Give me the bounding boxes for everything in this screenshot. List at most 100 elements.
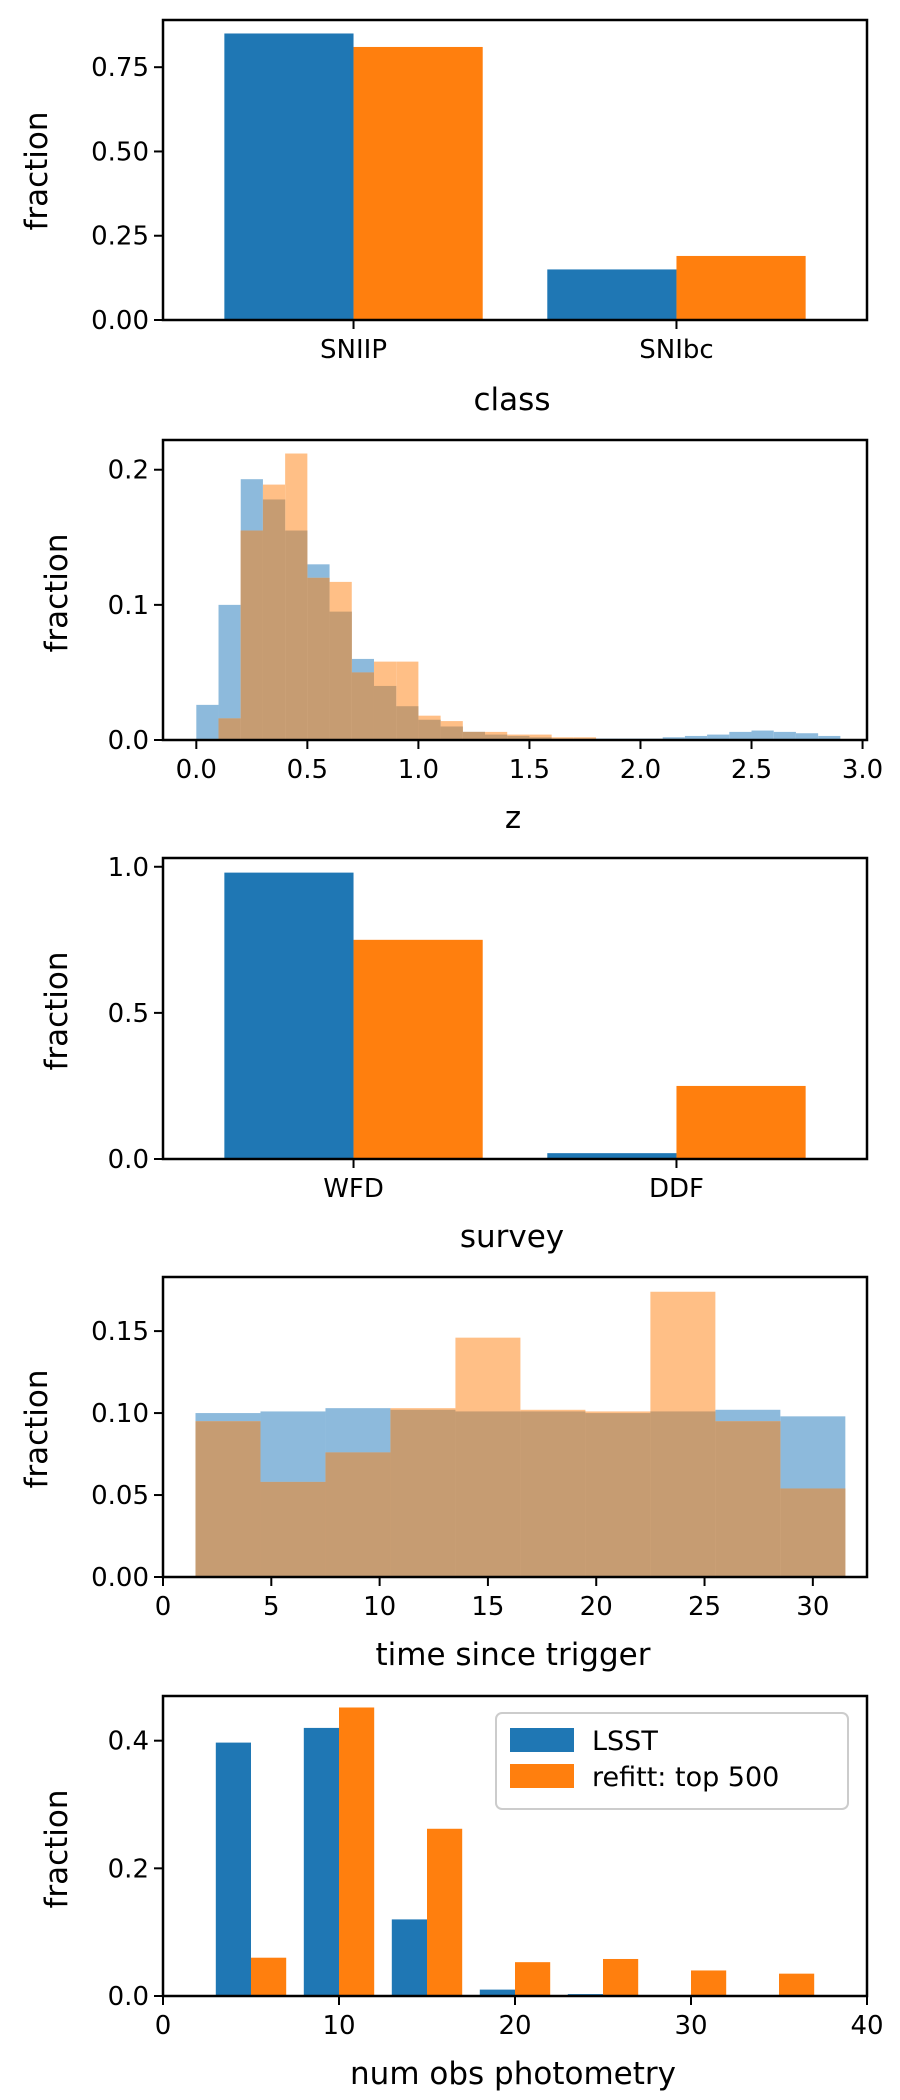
survey-ytick-label: 0.0 — [108, 1145, 149, 1175]
class-ytick-label: 0.25 — [91, 222, 149, 252]
z-bin-overlap — [485, 734, 508, 740]
z-xtick-label: 0.5 — [287, 755, 328, 785]
time-axes-frame — [161, 1275, 869, 1579]
class-ytick-label: 0.75 — [91, 53, 149, 83]
z-ylabel: fraction — [39, 533, 75, 652]
numobs-bar-refitt — [691, 1970, 727, 1996]
time-bin-overlap — [520, 1411, 586, 1577]
time-xlabel: time since trigger — [376, 1637, 651, 1673]
z-bin-overlap — [307, 577, 330, 740]
z-bin-overlap — [440, 726, 463, 740]
time-xtick-label: 15 — [471, 1592, 504, 1622]
numobs-xtick-label: 10 — [322, 2011, 355, 2041]
class-xtick-label: SNIIP — [320, 335, 387, 365]
numobs-axes-frame — [161, 1694, 869, 1998]
time-xtick-label: 10 — [363, 1592, 396, 1622]
survey-bar-lsst-wfd — [224, 872, 354, 1159]
survey-ytick-label: 0.5 — [108, 999, 149, 1029]
z-bin-overlap — [462, 731, 486, 740]
z-bin-lsst — [662, 737, 685, 740]
z-bin-overlap — [351, 672, 374, 740]
numobs-ytick-label: 0.2 — [108, 1854, 149, 1884]
numobs-bar-lsst — [215, 1742, 251, 1996]
z-ytick-label: 0.1 — [108, 591, 149, 621]
z-bin-lsst — [818, 735, 841, 740]
z-xlabel: z — [505, 800, 521, 836]
class-bar-chart: SNIIP SNIbc 0.00 0.25 0.50 0.75 — [91, 18, 869, 365]
survey-xtick-label: WFD — [323, 1174, 384, 1204]
numobs-bar-lsst — [303, 1727, 339, 1996]
time-xtick-label: 20 — [580, 1592, 613, 1622]
time-bin-overlap — [585, 1413, 651, 1577]
time-bin-overlap — [715, 1421, 781, 1577]
survey-xtick-label: DDF — [649, 1174, 704, 1204]
time-ytick-label: 0.05 — [91, 1481, 149, 1511]
class-bar-lsst-snibc — [547, 269, 677, 320]
z-xtick-label: 1.0 — [398, 755, 439, 785]
z-bin-overlap — [396, 706, 419, 740]
class-axes-frame — [161, 18, 869, 322]
time-bin-overlap — [260, 1481, 326, 1577]
survey-ylabel: fraction — [39, 951, 75, 1070]
time-xtick-label: 0 — [155, 1592, 172, 1622]
numobs-bar-refitt — [339, 1707, 375, 1996]
z-bin-lsst — [707, 734, 730, 740]
time-bin-overlap — [650, 1411, 716, 1577]
numobs-xtick-label: 20 — [498, 2011, 531, 2041]
numobs-ytick-label: 0.0 — [108, 1982, 149, 2012]
time-xtick-label: 30 — [796, 1592, 829, 1622]
time-bin-overlap — [455, 1411, 521, 1577]
survey-bar-lsst-ddf — [547, 1153, 677, 1159]
z-axes-frame — [161, 438, 869, 742]
z-bin-overlap — [240, 530, 263, 740]
survey-bar-refitt-ddf — [676, 1085, 806, 1159]
class-bar-refitt-snibc — [676, 255, 806, 320]
time-histogram: 0 5 10 15 20 25 30 0.00 0.05 0.10 0.15 — [91, 1275, 869, 1622]
numobs-bar-refitt — [251, 1957, 287, 1996]
numobs-bar-refitt — [603, 1958, 639, 1996]
z-bin-lsst — [773, 731, 796, 740]
z-bin-overlap — [262, 499, 286, 740]
z-xtick-label: 2.5 — [731, 755, 772, 785]
z-xtick-label: 1.5 — [509, 755, 550, 785]
numobs-xtick-label: 40 — [850, 2011, 883, 2041]
legend: LSST refitt: top 500 — [495, 1712, 849, 1810]
z-histogram: 0.0 0.5 1.0 1.5 2.0 2.5 3.0 0.0 0.1 0.2 — [108, 438, 883, 785]
time-bin-overlap — [325, 1452, 391, 1577]
legend-swatch-refitt — [510, 1764, 574, 1788]
numobs-bar-chart: 0 10 20 30 40 0.0 0.2 0.4 — [108, 1694, 884, 2041]
z-bin-overlap — [529, 737, 552, 740]
z-ytick-label: 0.0 — [108, 726, 149, 756]
z-ytick-label: 0.2 — [108, 456, 149, 486]
z-bin-lsst — [196, 704, 219, 740]
class-ytick-label: 0.50 — [91, 137, 149, 167]
legend-swatch-lsst — [510, 1728, 574, 1752]
z-bin-lsst — [684, 735, 708, 740]
legend-label-refitt: refitt: top 500 — [592, 1762, 779, 1793]
class-ylabel: fraction — [19, 111, 55, 230]
time-bin-overlap — [390, 1409, 456, 1577]
z-bin-overlap — [329, 611, 352, 740]
time-ytick-label: 0.10 — [91, 1399, 149, 1429]
z-bin-overlap — [507, 735, 530, 740]
survey-bar-refitt-wfd — [353, 939, 483, 1159]
class-ytick-label: 0.00 — [91, 306, 149, 336]
numobs-bar-lsst — [391, 1919, 427, 1996]
numobs-bar-lsst — [479, 1989, 515, 1996]
numobs-xtick-label: 30 — [674, 2011, 707, 2041]
survey-axes-frame — [161, 856, 869, 1161]
legend-label-lsst: LSST — [592, 1726, 658, 1757]
survey-bar-chart: WFD DDF 0.0 0.5 1.0 — [108, 853, 869, 1204]
survey-ytick-label: 1.0 — [108, 853, 149, 883]
numobs-xlabel: num obs photometry — [350, 2056, 676, 2092]
z-bin-lsst — [751, 730, 774, 740]
class-bar-lsst-sniip — [224, 33, 354, 320]
class-xlabel: class — [474, 382, 551, 418]
time-xtick-label: 5 — [263, 1592, 280, 1622]
survey-xlabel: survey — [460, 1219, 564, 1255]
z-bin-lsst — [795, 733, 819, 740]
class-xtick-label: SNIbc — [639, 335, 713, 365]
numobs-bar-refitt — [515, 1962, 551, 1996]
time-ytick-label: 0.15 — [91, 1317, 149, 1347]
